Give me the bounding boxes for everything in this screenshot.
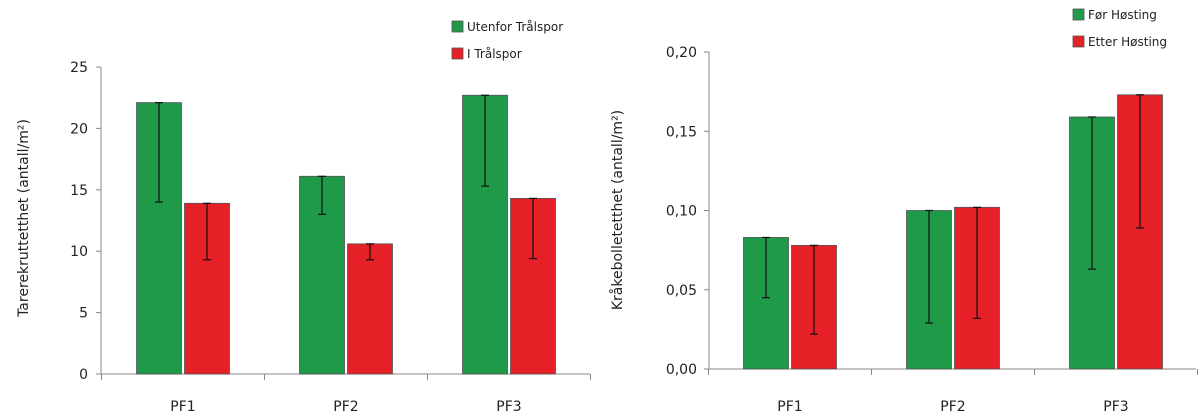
legend-label: I Trålspor: [467, 47, 522, 61]
y-axis-title: Tarerekruttetthet (antall/m²): [16, 119, 32, 318]
y-tick-label: 10: [70, 244, 88, 260]
y-tick-label: 0,10: [666, 204, 697, 220]
x-category-label: PF3: [1103, 399, 1128, 415]
legend-swatch: [1072, 8, 1085, 21]
y-tick-label: 5: [79, 306, 88, 322]
y-tick-label: 0,15: [666, 124, 697, 140]
legend-swatch: [451, 20, 464, 33]
y-tick-label: 0: [79, 367, 88, 383]
x-category-label: PF2: [333, 399, 358, 415]
y-tick-label: 0,20: [666, 45, 697, 61]
legend-label: Før Høsting: [1088, 8, 1157, 22]
y-axis-title: Kråkebolletetthet (antall/m²): [609, 110, 626, 310]
x-category-label: PF1: [170, 399, 195, 415]
legend-label: Utenfor Trålspor: [467, 20, 563, 34]
y-tick-label: 15: [70, 183, 88, 199]
x-category-label: PF2: [940, 399, 965, 415]
chart-2: 0,00 0,05 0,10 0,15 0,20 PF1 PF2 PF3 Kråkebollet…: [609, 8, 1198, 415]
bar-i-tr-lspor-pf2: [347, 243, 393, 375]
chart-1: 0 5 10 15 20 25 PF1 PF2 PF3 Tarerekruttetthet (an…: [16, 20, 591, 415]
x-category-label: PF3: [496, 399, 521, 415]
legend-swatch: [451, 47, 464, 60]
x-category-label: PF1: [777, 399, 802, 415]
y-tick-label: 0,05: [666, 283, 697, 299]
y-tick-label: 25: [70, 60, 88, 76]
legend-label: Etter Høsting: [1088, 35, 1167, 49]
legend-swatch: [1072, 35, 1085, 48]
y-tick-label: 0,00: [666, 362, 697, 378]
y-tick-label: 20: [70, 121, 88, 137]
